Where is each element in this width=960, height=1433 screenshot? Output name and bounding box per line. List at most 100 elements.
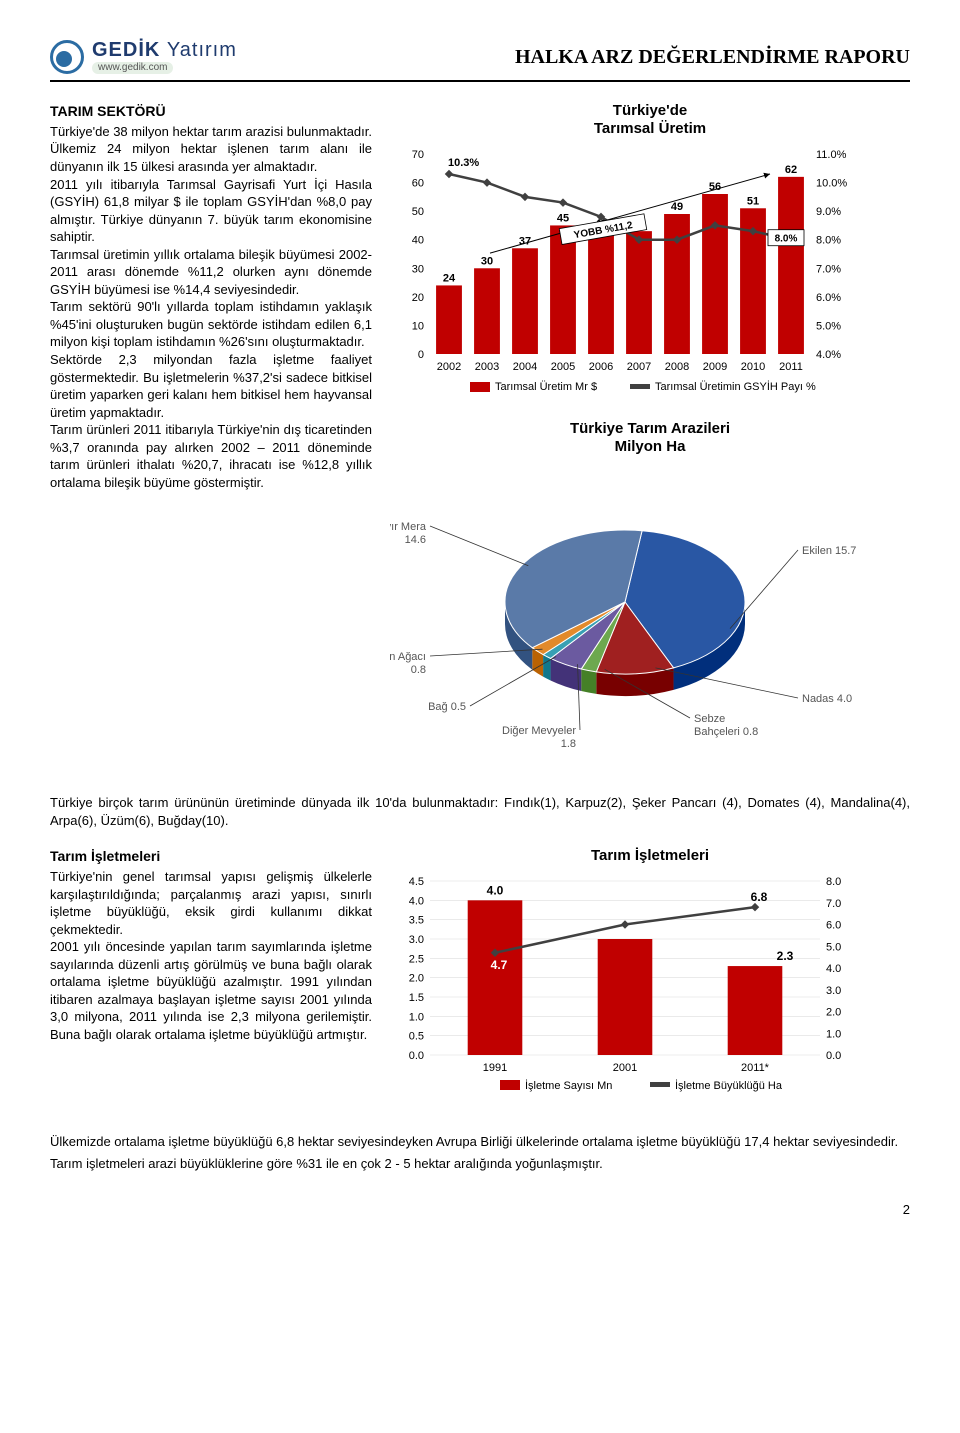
svg-text:49: 49 (671, 201, 683, 213)
svg-text:1.0: 1.0 (826, 1028, 841, 1040)
svg-text:İşletme Büyüklüğü Ha: İşletme Büyüklüğü Ha (675, 1079, 783, 1092)
logo-icon (50, 40, 84, 74)
svg-text:2.3: 2.3 (777, 949, 794, 963)
logo-text: GEDİK Yatırım (92, 40, 237, 60)
svg-text:8.0%: 8.0% (816, 235, 841, 247)
svg-text:2.5: 2.5 (409, 953, 424, 965)
svg-text:0.0: 0.0 (826, 1050, 841, 1062)
report-title: HALKA ARZ DEĞERLENDİRME RAPORU (515, 46, 910, 69)
svg-text:3.0: 3.0 (409, 934, 424, 946)
chart-tarimsal-uretim: Türkiye'deTarımsal Üretim 01020304050607… (390, 102, 910, 404)
svg-text:0.8: 0.8 (411, 664, 426, 676)
page-header: GEDİK Yatırım www.gedik.com HALKA ARZ DE… (50, 40, 910, 82)
svg-text:3.0: 3.0 (826, 985, 841, 997)
svg-text:2010: 2010 (741, 361, 765, 373)
chart3-title: Tarım İşletmeleri (390, 847, 910, 865)
svg-text:2001: 2001 (613, 1062, 637, 1074)
svg-text:2005: 2005 (551, 361, 575, 373)
section1-p6: Tarım ürünleri 2011 itibarıyla Türkiye'n… (50, 421, 372, 491)
svg-text:1.8: 1.8 (561, 738, 576, 750)
page-number: 2 (50, 1202, 910, 1217)
chart2-svg: Ekilen 15.7 Nadas 4.0 SebzeBahçeleri 0.8 Di… (390, 462, 860, 762)
logo-url: www.gedik.com (92, 62, 173, 74)
section1-p7: Türkiye birçok tarım ürününün üretiminde… (50, 794, 910, 829)
section1-p4: Tarım sektörü 90'lı yıllarda toplam isti… (50, 298, 372, 351)
svg-text:50: 50 (412, 206, 424, 218)
svg-text:14.6: 14.6 (405, 534, 426, 546)
svg-text:2011: 2011 (779, 361, 803, 373)
svg-text:2011*: 2011* (741, 1062, 770, 1074)
svg-text:2007: 2007 (627, 361, 651, 373)
svg-text:2003: 2003 (475, 361, 499, 373)
svg-text:10.3%: 10.3% (448, 157, 479, 169)
svg-text:45: 45 (557, 212, 569, 224)
chart2-title: Türkiye Tarım ArazileriMilyon Ha (390, 420, 910, 456)
svg-text:10.0%: 10.0% (816, 178, 847, 190)
svg-text:2.0: 2.0 (826, 1007, 841, 1019)
svg-text:51: 51 (747, 195, 759, 207)
svg-text:40: 40 (412, 235, 424, 247)
section2-p1: Türkiye'nin genel tarımsal yapısı gelişm… (50, 868, 372, 938)
svg-text:İşletme Sayısı Mn: İşletme Sayısı Mn (525, 1079, 612, 1092)
section2-title: Tarım İşletmeleri (50, 847, 372, 866)
svg-text:7.0: 7.0 (826, 898, 841, 910)
svg-text:4.0: 4.0 (487, 883, 504, 897)
svg-text:2.0: 2.0 (409, 973, 424, 985)
svg-text:6.0%: 6.0% (816, 292, 841, 304)
section1-title: TARIM SEKTÖRÜ (50, 102, 372, 121)
svg-text:3.5: 3.5 (409, 915, 424, 927)
svg-text:60: 60 (412, 178, 424, 190)
svg-text:30: 30 (412, 263, 424, 275)
section2-p3: Ülkemizde ortalama işletme büyüklüğü 6,8… (50, 1133, 910, 1151)
svg-text:2002: 2002 (437, 361, 461, 373)
svg-text:4.5: 4.5 (409, 876, 424, 888)
svg-text:1.0: 1.0 (409, 1011, 424, 1023)
svg-text:0: 0 (418, 349, 424, 361)
chart-tarim-isletmeleri: Tarım İşletmeleri 0.00.51.01.52.02.53.03… (390, 847, 910, 1101)
svg-text:8.0%: 8.0% (775, 234, 798, 245)
svg-text:2009: 2009 (703, 361, 727, 373)
svg-text:8.0: 8.0 (826, 876, 841, 888)
section2-p2: 2001 yılı öncesinde yapılan tarım sayıml… (50, 938, 372, 1043)
svg-text:2008: 2008 (665, 361, 689, 373)
section1-p1: Türkiye'de 38 milyon hektar tarım arazis… (50, 123, 372, 176)
svg-text:2004: 2004 (513, 361, 537, 373)
svg-text:Tarımsal Üretimin GSYİH Payı %: Tarımsal Üretimin GSYİH Payı % (655, 380, 816, 393)
svg-text:30: 30 (481, 255, 493, 267)
svg-text:24: 24 (443, 272, 456, 284)
svg-text:1991: 1991 (483, 1062, 507, 1074)
svg-text:7.0%: 7.0% (816, 263, 841, 275)
section1-p5: Sektörde 2,3 milyondan fazla işletme faa… (50, 351, 372, 421)
chart3-svg: 0.00.51.01.52.02.53.03.54.04.50.01.02.03… (390, 871, 860, 1101)
svg-text:70: 70 (412, 149, 424, 161)
svg-text:20: 20 (412, 292, 424, 304)
svg-text:Ekilen 15.7: Ekilen 15.7 (802, 545, 856, 557)
svg-text:4.0: 4.0 (409, 895, 424, 907)
svg-text:2006: 2006 (589, 361, 613, 373)
section1-text: TARIM SEKTÖRÜ Türkiye'de 38 milyon hekta… (50, 102, 372, 778)
svg-text:Bağ 0.5: Bağ 0.5 (428, 701, 466, 713)
svg-text:4.0%: 4.0% (816, 349, 841, 361)
svg-text:37: 37 (519, 235, 531, 247)
svg-text:Nadas 4.0: Nadas 4.0 (802, 693, 852, 705)
svg-text:11.0%: 11.0% (816, 149, 847, 161)
svg-text:Diğer Mevyeler: Diğer Mevyeler (502, 725, 576, 737)
svg-text:6.0: 6.0 (826, 920, 841, 932)
section2-p4: Tarım işletmeleri arazi büyüklüklerine g… (50, 1155, 910, 1173)
chart1-title: Türkiye'deTarımsal Üretim (390, 102, 910, 138)
svg-text:Tarımsal Üretim Mr $: Tarımsal Üretim Mr $ (495, 381, 597, 393)
chart1-svg: 01020304050607011.0%10.0%9.0%8.0%7.0%6.0… (390, 144, 860, 404)
svg-text:0.5: 0.5 (409, 1031, 424, 1043)
svg-text:Çayır Mera: Çayır Mera (390, 521, 427, 533)
svg-text:4.0: 4.0 (826, 963, 841, 975)
section1-p2: 2011 yılı itibarıyla Tarımsal Gayrisafi … (50, 176, 372, 246)
logo: GEDİK Yatırım www.gedik.com (50, 40, 237, 74)
svg-text:62: 62 (785, 164, 797, 176)
svg-text:6.8: 6.8 (751, 890, 768, 904)
svg-text:Zeytin Ağacı: Zeytin Ağacı (390, 651, 426, 663)
section2-text: Tarım İşletmeleri Türkiye'nin genel tarı… (50, 847, 372, 1117)
svg-text:0.0: 0.0 (409, 1050, 424, 1062)
svg-text:Bahçeleri 0.8: Bahçeleri 0.8 (694, 726, 758, 738)
chart-tarim-arazileri: Türkiye Tarım ArazileriMilyon Ha Ekilen … (390, 420, 910, 762)
svg-text:Sebze: Sebze (694, 713, 725, 725)
